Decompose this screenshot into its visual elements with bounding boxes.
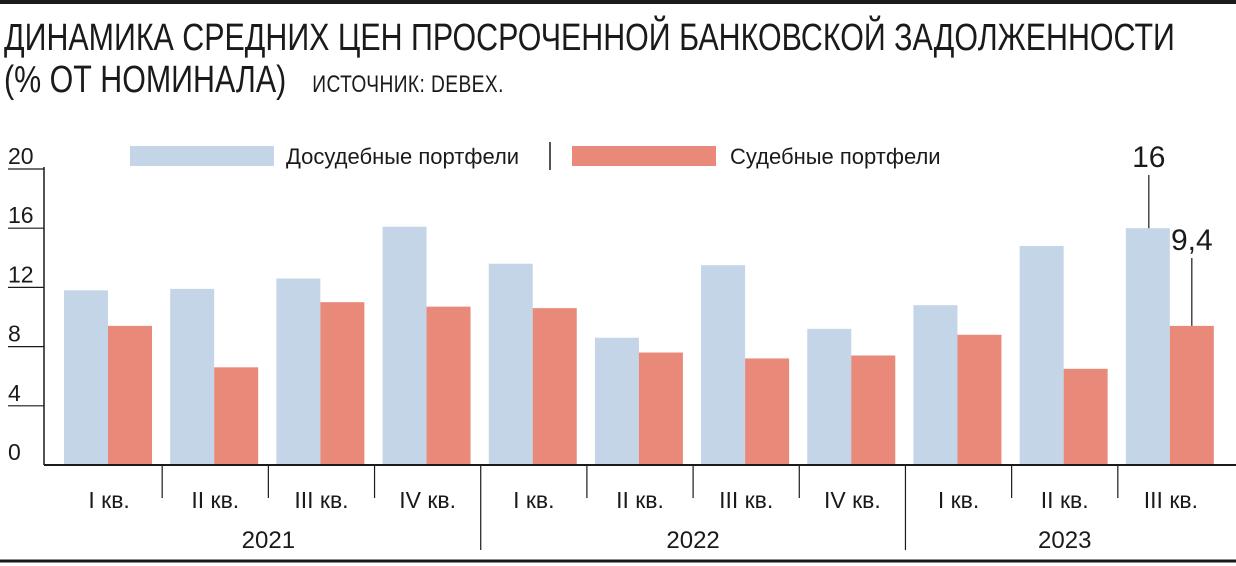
bar-pre-court (488, 263, 533, 465)
x-tick-label: III кв. (294, 487, 348, 513)
year-label: 2022 (666, 527, 719, 554)
bar-pre-court (1019, 245, 1064, 465)
legend-label-pre-court: Досудебные портфели (286, 144, 519, 169)
y-tick-label: 4 (8, 380, 21, 406)
bar-court (214, 367, 259, 465)
x-tick-label: I кв. (938, 487, 979, 513)
bar-court (426, 306, 471, 465)
x-tick-label: IV кв. (399, 487, 456, 513)
x-tick-label: III кв. (1144, 487, 1198, 513)
y-axis: 0 4 8 12 16 20 (8, 143, 45, 465)
top-rule (0, 0, 1236, 4)
legend-label-court: Судебные портфели (730, 144, 941, 169)
legend: Досудебные портфели Судебные портфели (130, 142, 941, 170)
bar-pre-court (701, 265, 746, 465)
bar-pre-court (64, 290, 108, 465)
bar-pre-court (382, 226, 427, 465)
bar-court (851, 355, 896, 465)
bar-court (532, 308, 577, 465)
bar-pre-court (594, 337, 639, 465)
chart-unit: (% ОТ НОМИНАЛА) (4, 59, 287, 101)
x-tick-label: II кв. (1041, 487, 1089, 513)
bar-pre-court (1125, 228, 1170, 465)
year-label: 2023 (1038, 527, 1091, 554)
y-tick-label: 20 (8, 143, 34, 169)
bar-pre-court (170, 288, 215, 465)
y-tick-label: 8 (8, 321, 21, 347)
bar-pre-court (807, 328, 852, 465)
callout-label: 9,4 (1171, 224, 1213, 257)
chart-source: ИСТОЧНИК: DEBEX. (312, 71, 504, 98)
bar-court (745, 358, 790, 465)
bar-court (957, 334, 1002, 465)
x-tick-label: II кв. (616, 487, 664, 513)
bar-court (638, 352, 683, 465)
x-tick-label: III кв. (719, 487, 773, 513)
y-tick-label: 12 (8, 261, 34, 287)
x-tick-label: II кв. (191, 487, 239, 513)
year-label: 2021 (242, 527, 295, 554)
legend-swatch-pre-court (130, 146, 274, 166)
bar-pre-court (276, 278, 321, 465)
callouts: 169,4 (1132, 141, 1213, 326)
y-tick-label: 0 (8, 439, 21, 465)
subtitle-line: (% ОТ НОМИНАЛА) ИСТОЧНИК: DEBEX. (4, 60, 504, 100)
callout-label: 16 (1132, 141, 1165, 174)
bar-court (1063, 368, 1108, 465)
x-tick-label: I кв. (513, 487, 554, 513)
bar-court (108, 325, 152, 465)
bar-court (320, 302, 365, 465)
chart-title: ДИНАМИКА СРЕДНИХ ЦЕН ПРОСРОЧЕННОЙ БАНКОВ… (4, 17, 1175, 59)
bars (64, 226, 1214, 465)
y-tick-label: 16 (8, 202, 34, 228)
x-tick-label: I кв. (88, 487, 129, 513)
bar-pre-court (913, 305, 958, 465)
x-tick-label: IV кв. (824, 487, 881, 513)
legend-swatch-court (572, 146, 716, 166)
bar-court (1169, 325, 1214, 465)
x-axis: I кв. II кв. III кв. IV кв. 2021 I кв. II кв. I… (44, 464, 1236, 554)
